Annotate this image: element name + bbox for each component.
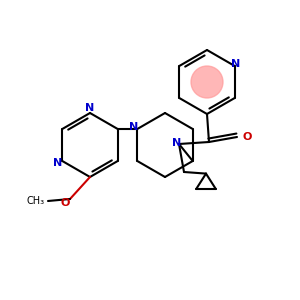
Text: N: N (172, 138, 182, 148)
Circle shape (191, 66, 223, 98)
Text: N: N (53, 158, 62, 168)
Text: O: O (60, 198, 70, 208)
Text: N: N (231, 59, 240, 69)
Text: O: O (242, 132, 252, 142)
Text: N: N (85, 103, 94, 113)
Text: CH₃: CH₃ (27, 196, 45, 206)
Text: N: N (129, 122, 138, 132)
